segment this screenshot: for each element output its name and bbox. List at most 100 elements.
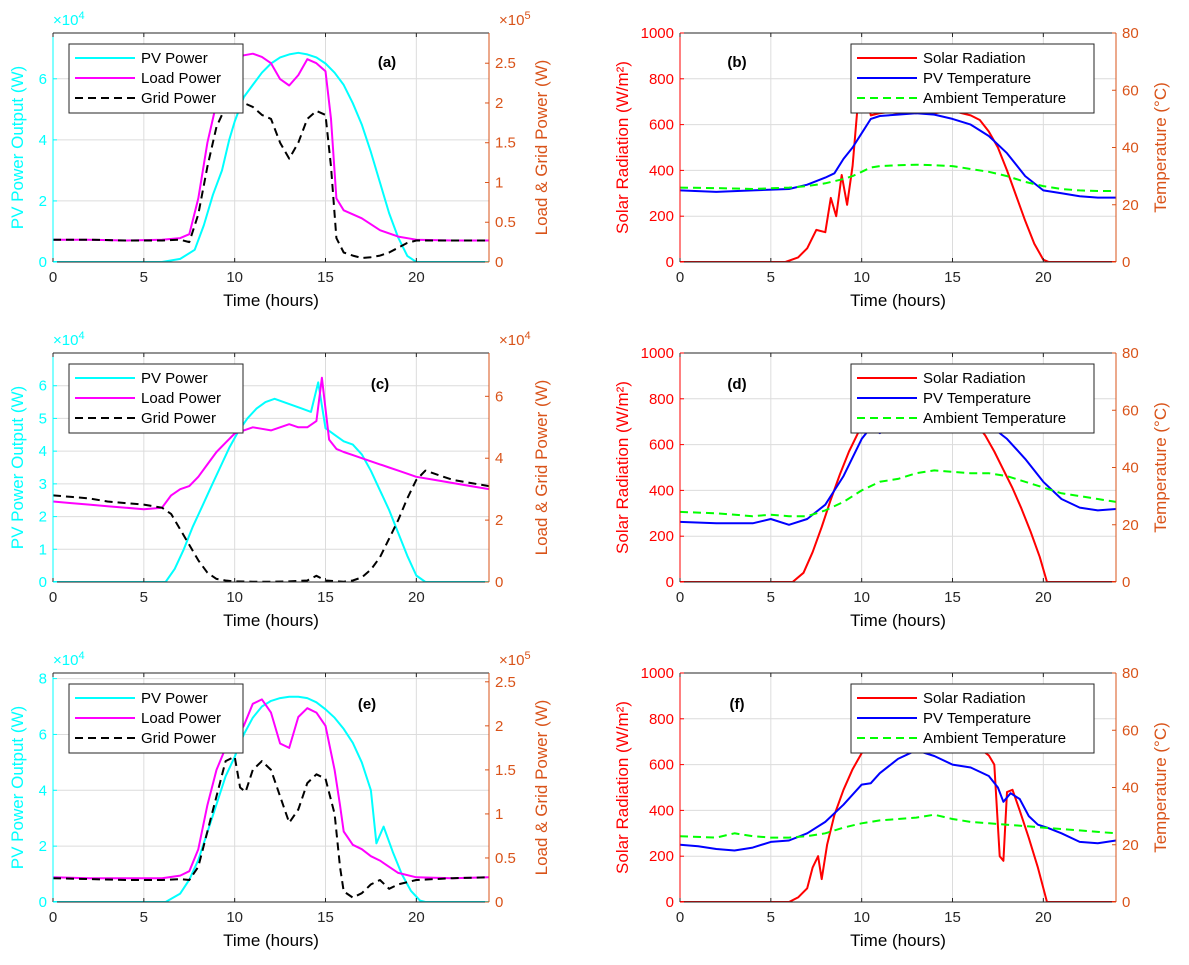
y-axis-title-right: Temperature (°C) [1151,722,1170,853]
y-tick-label-left: 6 [39,726,47,743]
legend-entry: PV Temperature [923,710,1031,727]
y-tick-label-left: 0 [39,574,47,591]
y-axis-title-right: Temperature (°C) [1151,82,1170,213]
y-tick-label-left: 4 [39,443,47,460]
y-tick-label-left: 1000 [641,345,674,362]
y-exponent-right: ×104 [499,330,531,349]
y-tick-label-right: 60 [1122,82,1139,99]
y-tick-label-right: 0 [1122,894,1130,911]
panel-label: (c) [371,376,389,393]
x-tick-label: 20 [1035,589,1052,606]
y-tick-label-right: 0.5 [495,850,516,867]
x-axis-title: Time (hours) [223,291,319,310]
y-exponent-right: ×105 [499,10,531,29]
x-tick-label: 15 [317,269,334,286]
y-tick-label-right: 20 [1122,197,1139,214]
y-tick-label-left: 8 [39,671,47,688]
y-tick-label-right: 0 [1122,574,1130,591]
y-tick-label-left: 0 [666,254,674,271]
legend-entry: PV Power [141,50,208,67]
y-tick-label-right: 0 [1122,254,1130,271]
y-exponent-right: ×105 [499,650,531,669]
y-axis-title-left: PV Power Output (W) [8,66,27,229]
x-tick-label: 0 [676,589,684,606]
series-group [53,376,489,582]
x-tick-label: 15 [944,589,961,606]
y-tick-label-right: 40 [1122,460,1139,477]
legend-entry: Grid Power [141,730,216,747]
legend-entry: Load Power [141,390,221,407]
y-tick-label-left: 400 [649,162,674,179]
series-group [53,695,489,902]
series-line-grid-power [53,469,489,582]
y-exponent-left: ×104 [53,650,85,669]
legend-entry: Solar Radiation [923,690,1026,707]
y-tick-label-right: 1.5 [495,135,516,152]
y-axis-title-right: Load & Grid Power (W) [532,380,551,556]
y-tick-label-right: 0 [495,574,503,591]
y-tick-label-left: 800 [649,391,674,408]
y-tick-label-right: 0.5 [495,214,516,231]
y-tick-label-right: 1 [495,806,503,823]
x-tick-label: 10 [226,909,243,926]
y-tick-label-right: 80 [1122,665,1139,682]
panel-label: (d) [727,376,746,393]
y-tick-label-left: 3 [39,476,47,493]
y-tick-label-left: 1 [39,541,47,558]
y-tick-label-right: 2 [495,95,503,112]
legend-entry: Ambient Temperature [923,730,1066,747]
y-tick-label-left: 600 [649,757,674,774]
y-axis-title-right: Temperature (°C) [1151,402,1170,533]
chart-e: 0 5 10 15 20 0 2 4 6 8 0 0.5 1 1.5 2 2.5 ×104 ×105 Time (h… [8,650,551,950]
x-tick-label: 10 [226,589,243,606]
legend-entry: PV Power [141,690,208,707]
y-tick-label-left: 400 [649,802,674,819]
series-line-ambient-temperature [680,469,1116,518]
y-axis-title-right: Load & Grid Power (W) [532,60,551,236]
x-tick-label: 0 [676,909,684,926]
legend-entry: Grid Power [141,410,216,427]
gridlines [53,673,489,902]
y-tick-label-left: 0 [666,574,674,591]
y-tick-label-right: 1.5 [495,762,516,779]
x-tick-label: 15 [944,909,961,926]
y-tick-label-left: 2 [39,838,47,855]
x-tick-label: 15 [317,909,334,926]
y-tick-label-left: 2 [39,509,47,526]
legend-entry: PV Temperature [923,390,1031,407]
panel-label: (f) [730,696,745,713]
y-tick-label-left: 600 [649,437,674,454]
y-tick-label-right: 20 [1122,517,1139,534]
y-tick-label-left: 6 [39,378,47,395]
y-tick-label-right: 2 [495,512,503,529]
series-line-grid-power [53,102,489,259]
y-tick-label-left: 0 [666,894,674,911]
y-axis-title-left: Solar Radiation (W/m²) [613,701,632,874]
y-axis-title-right: Load & Grid Power (W) [532,700,551,876]
x-tick-label: 0 [676,269,684,286]
x-tick-label: 5 [140,909,148,926]
x-axis-title: Time (hours) [223,611,319,630]
legend: Solar Radiation PV Temperature Ambient Tem… [850,43,1095,114]
y-axis-title-left: Solar Radiation (W/m²) [613,381,632,554]
y-tick-label-right: 1 [495,174,503,191]
x-tick-label: 15 [317,589,334,606]
x-tick-label: 5 [767,909,775,926]
y-tick-label-right: 60 [1122,402,1139,419]
panel-label: (a) [378,54,396,71]
x-tick-label: 10 [226,269,243,286]
y-tick-label-right: 40 [1122,140,1139,157]
x-axis-title: Time (hours) [850,931,946,950]
chart-a: 0 5 10 15 20 0 2 4 6 0 0.5 1 1.5 2 2.5 ×104 ×105 Time (ho… [8,10,551,310]
x-tick-label: 5 [140,269,148,286]
y-tick-label-left: 200 [649,208,674,225]
y-tick-label-right: 4 [495,450,503,467]
legend-entry: Grid Power [141,90,216,107]
y-tick-label-left: 800 [649,711,674,728]
legend-entry: Load Power [141,710,221,727]
panel-label: (e) [358,696,376,713]
y-tick-label-right: 40 [1122,780,1139,797]
legend-entry: Load Power [141,70,221,87]
